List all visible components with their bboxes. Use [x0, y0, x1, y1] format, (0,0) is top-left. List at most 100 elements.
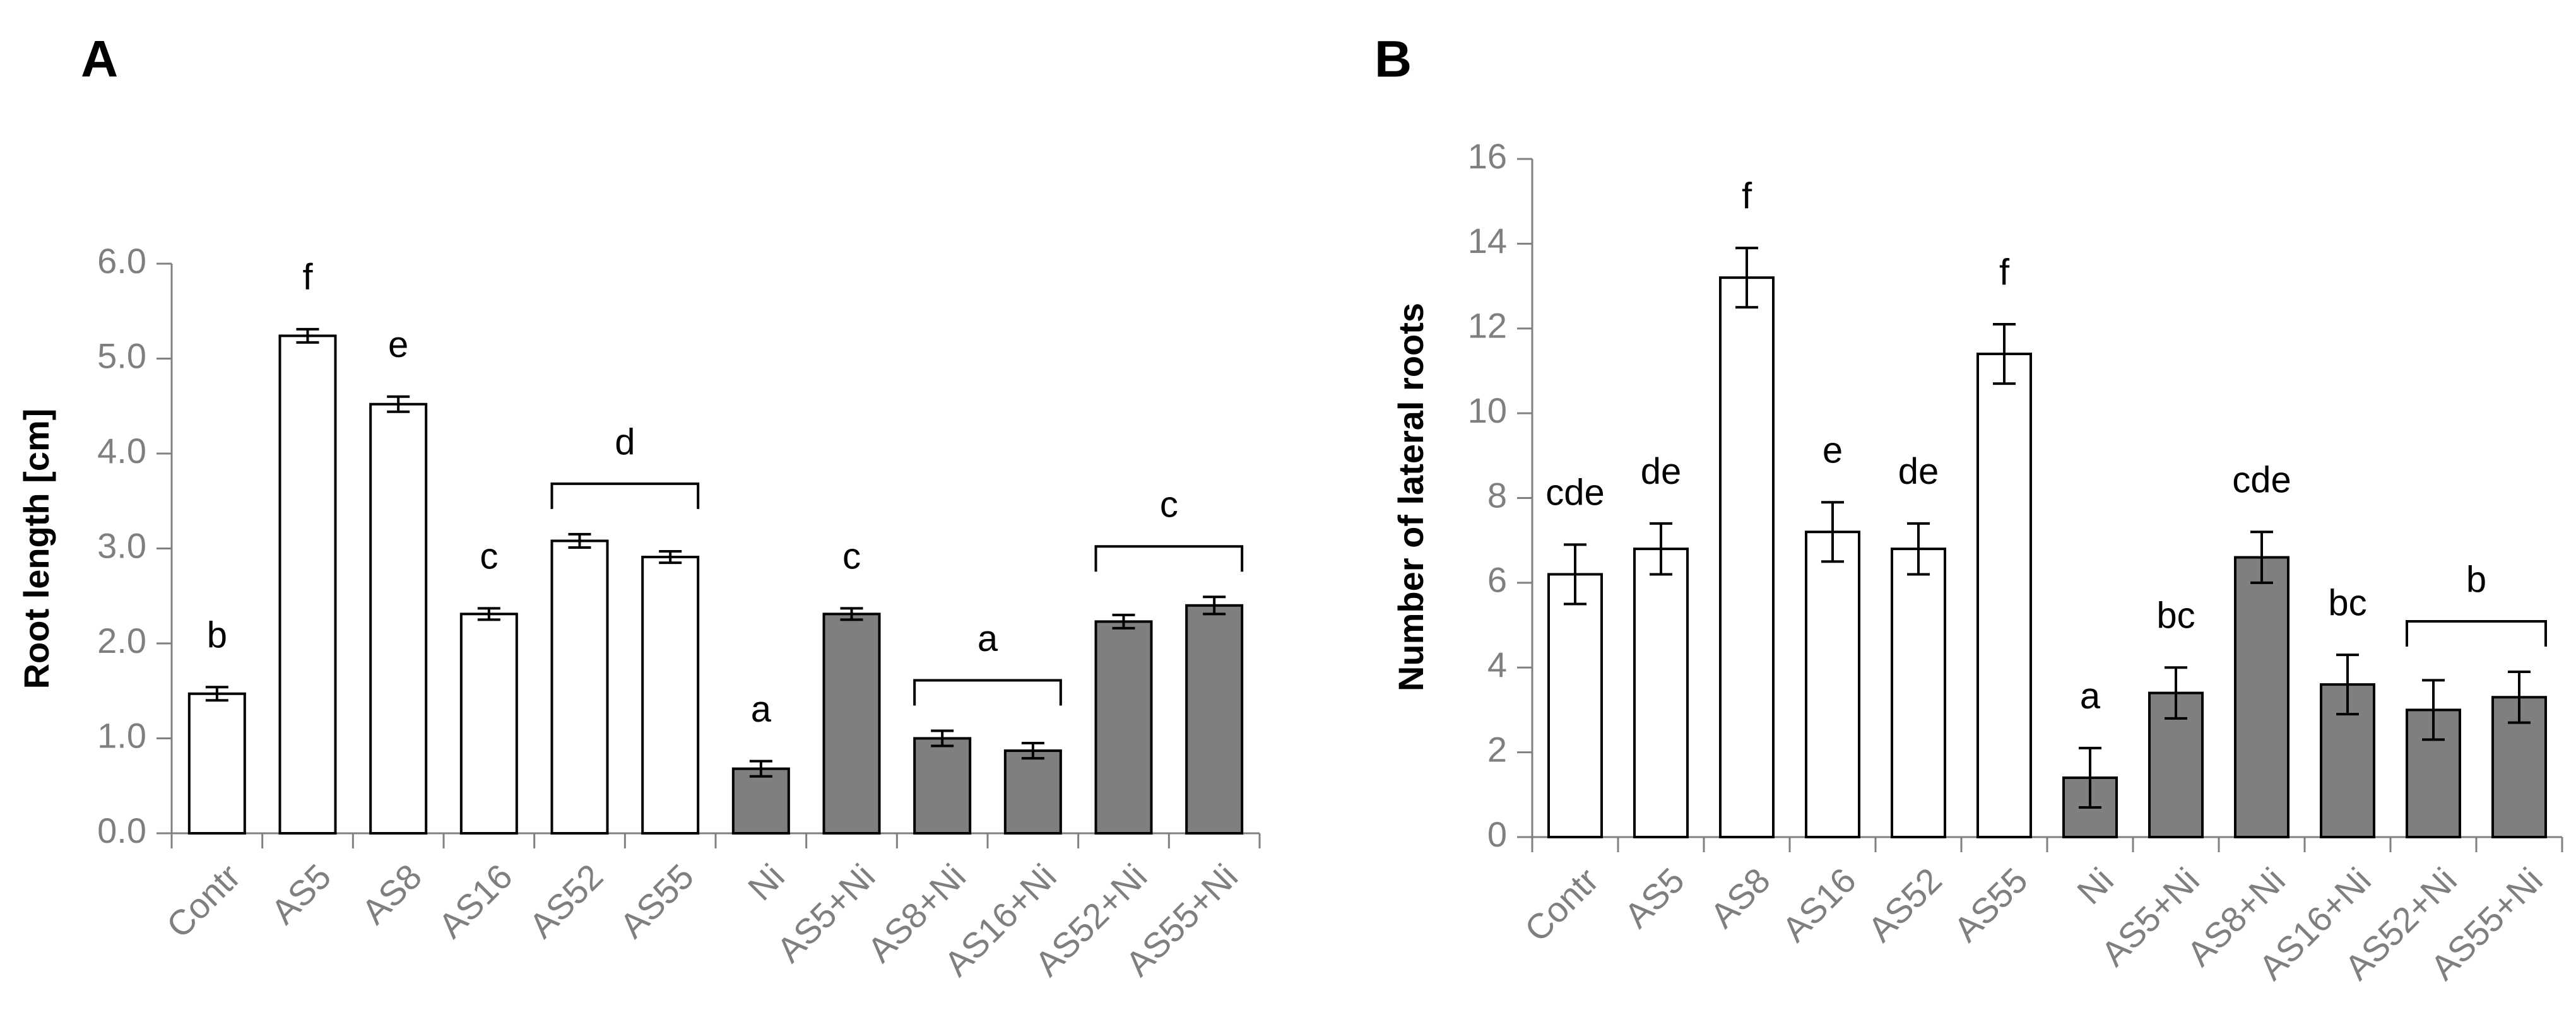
- error-bar: [659, 550, 682, 565]
- bar: [369, 402, 428, 835]
- error-bar: [2250, 531, 2273, 584]
- y-tick-label: 12: [1468, 306, 1507, 346]
- significance-label: d: [615, 421, 635, 462]
- y-tick-label: 4: [1487, 645, 1507, 684]
- panel-label: A: [81, 31, 118, 88]
- panel-a-chart: A Root length [cm] 0.0 1.0 2.0 3.0 4.0 5.0 6.0 Co…: [16, 31, 1261, 983]
- significance-bracket: [550, 482, 700, 509]
- significance-label: f: [1999, 252, 2010, 293]
- significance-label: cde: [2232, 460, 2291, 501]
- significance-label: b: [207, 615, 227, 656]
- error-bar: [2336, 654, 2359, 716]
- bar: [2234, 556, 2289, 838]
- error-bar: [1203, 595, 1226, 616]
- error-bar: [2079, 746, 2101, 809]
- y-tick-label: 8: [1487, 475, 1507, 515]
- error-bar: [840, 607, 863, 621]
- x-tick-label: AS55: [612, 856, 701, 945]
- error-bar: [749, 759, 772, 778]
- x-tick-label: AS16: [1775, 860, 1864, 949]
- y-tick-label: 2.0: [97, 621, 146, 660]
- x-tick-label: AS5+Ni: [769, 856, 883, 970]
- y-axis-label: Number of lateral roots: [1391, 303, 1431, 691]
- y-tick-label: 2: [1487, 729, 1507, 769]
- error-bar: [1112, 613, 1135, 630]
- error-bar: [2422, 679, 2445, 741]
- bar: [1185, 604, 1244, 835]
- x-tick-label: AS5: [1617, 860, 1692, 935]
- significance-label: cde: [1545, 472, 1605, 513]
- significance-label: e: [388, 324, 408, 365]
- significance-label: b: [2466, 559, 2486, 600]
- error-bar: [931, 729, 954, 747]
- bar: [187, 692, 246, 835]
- significance-label: bc: [2328, 582, 2366, 623]
- error-bar: [296, 327, 319, 344]
- bar: [1003, 749, 1062, 835]
- bar: [1891, 548, 1946, 838]
- x-tick-label: Contr: [1517, 860, 1606, 949]
- significance-label: c: [480, 536, 498, 577]
- bar: [550, 539, 609, 835]
- x-tick-label: AS5: [263, 856, 338, 931]
- x-tick-label: AS52: [521, 856, 610, 945]
- panel-b-chart: B Number of lateral roots 0 2 4 6 8 10 12 14 16 Con…: [1374, 31, 2563, 987]
- y-tick-label: 10: [1468, 390, 1507, 430]
- y-tick-label: 5.0: [97, 336, 146, 375]
- significance-label: a: [751, 689, 772, 730]
- x-tick-label: AS8: [354, 856, 429, 931]
- bar: [459, 613, 518, 835]
- significance-label: e: [1823, 430, 1843, 471]
- bar: [1719, 276, 1775, 838]
- error-bar: [1650, 522, 1672, 576]
- bar: [913, 737, 972, 835]
- bar: [278, 334, 337, 835]
- y-tick-label: 6.0: [97, 241, 146, 281]
- y-tick-label: 1.0: [97, 715, 146, 755]
- x-tick-label: AS52: [1860, 860, 1949, 949]
- y-tick-label: 14: [1468, 221, 1507, 261]
- y-tick-label: 6: [1487, 560, 1507, 600]
- bar: [641, 556, 700, 835]
- bar: [822, 613, 881, 835]
- error-bar: [1993, 323, 2016, 385]
- significance-label: c: [842, 536, 861, 577]
- x-tick-label: Ni: [740, 856, 792, 908]
- bar: [1547, 573, 1603, 838]
- x-tick-label: AS8: [1703, 860, 1778, 935]
- x-tick-label: Contr: [158, 856, 247, 945]
- significance-label: c: [1160, 484, 1178, 525]
- y-tick-label: 3.0: [97, 525, 146, 565]
- x-tick-label: Ni: [2069, 860, 2121, 912]
- bar: [1805, 531, 1860, 838]
- significance-label: a: [978, 618, 998, 659]
- significance-bracket: [2406, 619, 2547, 647]
- y-tick-label: 16: [1468, 136, 1507, 176]
- bar: [1976, 353, 2032, 838]
- significance-label: de: [1641, 451, 1682, 492]
- error-bar: [205, 686, 228, 702]
- error-bar: [1021, 742, 1044, 760]
- significance-label: f: [302, 257, 313, 298]
- error-bar: [2165, 666, 2187, 720]
- significance-label: f: [1742, 175, 1752, 216]
- bar: [731, 767, 790, 835]
- bar: [1633, 548, 1689, 838]
- error-bar: [1735, 247, 1758, 309]
- error-bar: [568, 532, 591, 549]
- error-bar: [1564, 543, 1586, 606]
- error-bar: [1907, 522, 1930, 576]
- error-bar: [2508, 670, 2531, 724]
- x-tick-label: AS55: [1946, 860, 2035, 949]
- panel-label: B: [1374, 31, 1412, 88]
- error-bar: [477, 607, 500, 621]
- y-axis-label: Root length [cm]: [16, 409, 56, 689]
- bar: [1094, 620, 1153, 835]
- significance-label: a: [2080, 676, 2101, 717]
- significance-bracket: [913, 679, 1062, 706]
- error-bar: [387, 395, 410, 413]
- significance-label: de: [1898, 451, 1939, 492]
- x-tick-label: AS16: [430, 856, 519, 945]
- y-tick-label: 4.0: [97, 431, 146, 471]
